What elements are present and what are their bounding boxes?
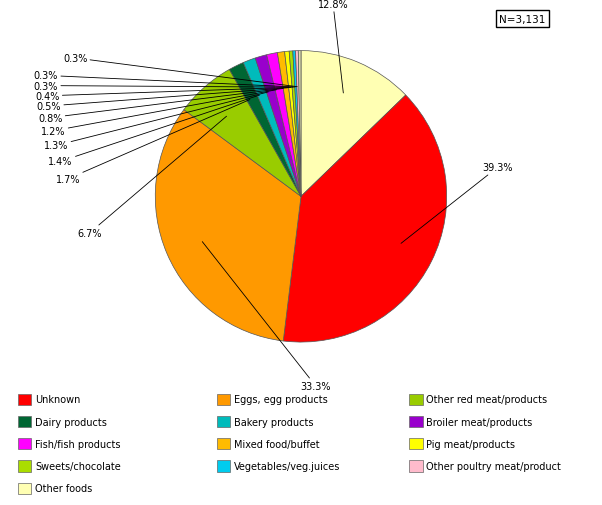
Text: 0.3%: 0.3% <box>34 71 295 88</box>
Wedge shape <box>278 53 301 197</box>
Text: Broiler meat/products: Broiler meat/products <box>426 417 532 427</box>
Text: Mixed food/buffet: Mixed food/buffet <box>234 439 319 449</box>
Text: 1.7%: 1.7% <box>55 100 250 184</box>
Wedge shape <box>296 52 301 197</box>
Wedge shape <box>229 64 301 197</box>
Text: 0.3%: 0.3% <box>63 54 297 87</box>
Wedge shape <box>255 56 301 197</box>
Text: Sweets/chocolate: Sweets/chocolate <box>35 461 120 471</box>
Wedge shape <box>293 52 301 197</box>
Text: Dairy products: Dairy products <box>35 417 107 427</box>
Wedge shape <box>284 96 447 342</box>
Text: Fish/fish products: Fish/fish products <box>35 439 120 449</box>
Text: Vegetables/veg.juices: Vegetables/veg.juices <box>234 461 340 471</box>
Text: 1.3%: 1.3% <box>44 93 268 151</box>
Wedge shape <box>289 52 301 197</box>
Text: 6.7%: 6.7% <box>78 117 226 238</box>
Wedge shape <box>285 52 301 197</box>
Wedge shape <box>267 54 301 197</box>
Text: 0.8%: 0.8% <box>38 89 283 123</box>
Text: Other poultry meat/product: Other poultry meat/product <box>426 461 561 471</box>
Text: 33.3%: 33.3% <box>202 242 331 391</box>
Text: Pig meat/products: Pig meat/products <box>426 439 515 449</box>
Text: 39.3%: 39.3% <box>401 163 513 244</box>
Wedge shape <box>301 52 406 197</box>
Text: 0.3%: 0.3% <box>34 81 293 91</box>
Text: 0.5%: 0.5% <box>37 88 288 112</box>
Text: 12.8%: 12.8% <box>318 0 349 94</box>
Text: Eggs, egg products: Eggs, egg products <box>234 394 327 405</box>
Text: Unknown: Unknown <box>35 394 80 405</box>
Text: N=3,131: N=3,131 <box>499 15 545 25</box>
Text: Other foods: Other foods <box>35 483 92 493</box>
Text: 1.2%: 1.2% <box>41 90 276 136</box>
Wedge shape <box>298 52 301 197</box>
Wedge shape <box>243 59 301 197</box>
Text: 1.4%: 1.4% <box>48 96 259 167</box>
Text: 0.4%: 0.4% <box>36 88 291 102</box>
Text: Other red meat/products: Other red meat/products <box>426 394 547 405</box>
Wedge shape <box>184 70 301 197</box>
Wedge shape <box>155 111 301 341</box>
Text: Bakery products: Bakery products <box>234 417 313 427</box>
